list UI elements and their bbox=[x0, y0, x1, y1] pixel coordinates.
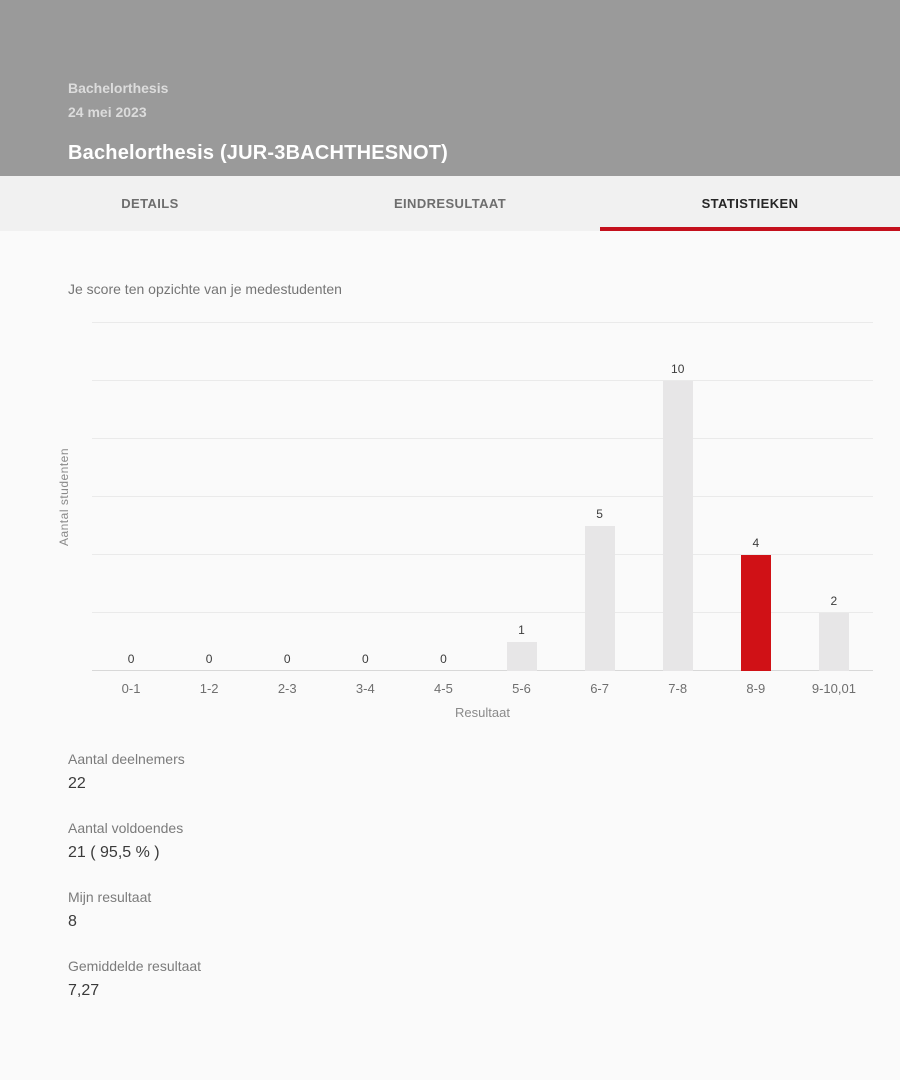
bar-value-label: 0 bbox=[361, 652, 369, 666]
x-tick-label: 0-1 bbox=[121, 681, 141, 696]
bars-container: 0 0 0 0 0 1 5 10 4 2 bbox=[92, 323, 873, 671]
stat-group: Aantal deelnemers 22 bbox=[68, 750, 900, 795]
page-title: Bachelorthesis (JUR-3BACHTHESNOT) bbox=[68, 142, 448, 164]
bar-column-6-7: 5 bbox=[561, 323, 639, 671]
tab-bar: DETAILS EINDRESULTAAT STATISTIEKEN bbox=[0, 176, 900, 231]
statistics-panel: Je score ten opzichte van je medestudent… bbox=[0, 231, 900, 1002]
gridline bbox=[92, 554, 873, 555]
bar-column-0-1: 0 bbox=[92, 323, 170, 671]
gridline bbox=[92, 496, 873, 497]
gridline bbox=[92, 612, 873, 613]
bar-value-label: 0 bbox=[440, 652, 447, 666]
stat-label: Gemiddelde resultaat bbox=[68, 958, 202, 974]
bar-column-1-2: 0 bbox=[170, 323, 248, 671]
bar-value-label: 0 bbox=[127, 652, 135, 666]
x-tick-label: 9-10,01 bbox=[811, 681, 856, 696]
x-tick-label: 7-8 bbox=[668, 681, 688, 696]
course-name: Bachelorthesis bbox=[68, 80, 169, 96]
bar-column-3-4: 0 bbox=[326, 323, 404, 671]
bar-chart: Aantal studenten 0 0 0 0 0 1 5 10 4 2 0-1 1-2 2-3 3-… bbox=[0, 322, 900, 720]
x-axis-label: Resultaat bbox=[455, 705, 510, 720]
stat-label: Aantal voldoendes bbox=[68, 820, 184, 836]
bar-column-5-6: 1 bbox=[482, 323, 560, 671]
x-tick-label: 1-2 bbox=[199, 681, 219, 696]
bar bbox=[662, 381, 693, 671]
x-tick-label: 5-6 bbox=[512, 681, 531, 696]
stat-group: Aantal voldoendes 21 ( 95,5 % ) bbox=[68, 819, 900, 864]
x-axis-line bbox=[92, 670, 873, 671]
bar-column-2-3: 0 bbox=[248, 323, 326, 671]
bar-value-label: 0 bbox=[283, 652, 291, 666]
stat-group: Gemiddelde resultaat 7,27 bbox=[68, 957, 900, 1002]
gridline bbox=[92, 322, 873, 323]
tab-details[interactable]: DETAILS bbox=[121, 196, 179, 211]
course-header: Bachelorthesis 24 mei 2023 Bachelorthesi… bbox=[0, 0, 900, 176]
stat-value: 22 bbox=[68, 775, 86, 792]
bar-value-label: 2 bbox=[830, 594, 838, 608]
x-axis-categories: 0-1 1-2 2-3 3-4 4-5 5-6 6-7 7-8 8-9 9-10,01 bbox=[92, 681, 873, 696]
stat-value: 8 bbox=[68, 913, 77, 930]
gridline bbox=[92, 380, 873, 381]
my-score-bar bbox=[740, 555, 771, 671]
bar-column-4-5: 0 bbox=[404, 323, 482, 671]
x-tick-label: 6-7 bbox=[590, 681, 609, 696]
stat-group: Mijn resultaat 8 bbox=[68, 888, 900, 933]
tab-eindresultaat[interactable]: EINDRESULTAAT bbox=[393, 196, 507, 211]
bar-column-8-9: 4 bbox=[717, 323, 795, 671]
stat-value: 7,27 bbox=[68, 982, 100, 999]
bar bbox=[818, 613, 849, 671]
stat-label: Mijn resultaat bbox=[68, 889, 152, 905]
gridline bbox=[92, 438, 873, 439]
y-axis-label: Aantal studenten bbox=[57, 447, 71, 547]
bar-value-label: 10 bbox=[671, 362, 685, 376]
tab-statistieken[interactable]: STATISTIEKEN bbox=[600, 176, 900, 231]
bar-value-label: 4 bbox=[752, 536, 760, 550]
plot-area: 0 0 0 0 0 1 5 10 4 2 bbox=[92, 322, 873, 671]
stats-section: Aantal deelnemers 22 Aantal voldoendes 21 (… bbox=[68, 750, 900, 1002]
bar bbox=[506, 642, 537, 671]
x-tick-label: 8-9 bbox=[746, 681, 766, 696]
bar-value-label: 0 bbox=[205, 652, 213, 666]
bar-value-label: 5 bbox=[596, 507, 603, 521]
x-tick-label: 2-3 bbox=[277, 681, 297, 696]
bar-value-label: 1 bbox=[518, 623, 525, 637]
chart-title: Je score ten opzichte van je medestudent… bbox=[68, 281, 342, 297]
bar-column-9-10,01: 2 bbox=[795, 323, 873, 671]
x-tick-label: 4-5 bbox=[434, 681, 453, 696]
stat-label: Aantal deelnemers bbox=[68, 751, 185, 767]
course-date: 24 mei 2023 bbox=[68, 104, 147, 120]
bar bbox=[584, 526, 615, 671]
bar-column-7-8: 10 bbox=[639, 323, 717, 671]
stat-value: 21 ( 95,5 % ) bbox=[68, 844, 160, 861]
x-tick-label: 3-4 bbox=[355, 681, 375, 696]
